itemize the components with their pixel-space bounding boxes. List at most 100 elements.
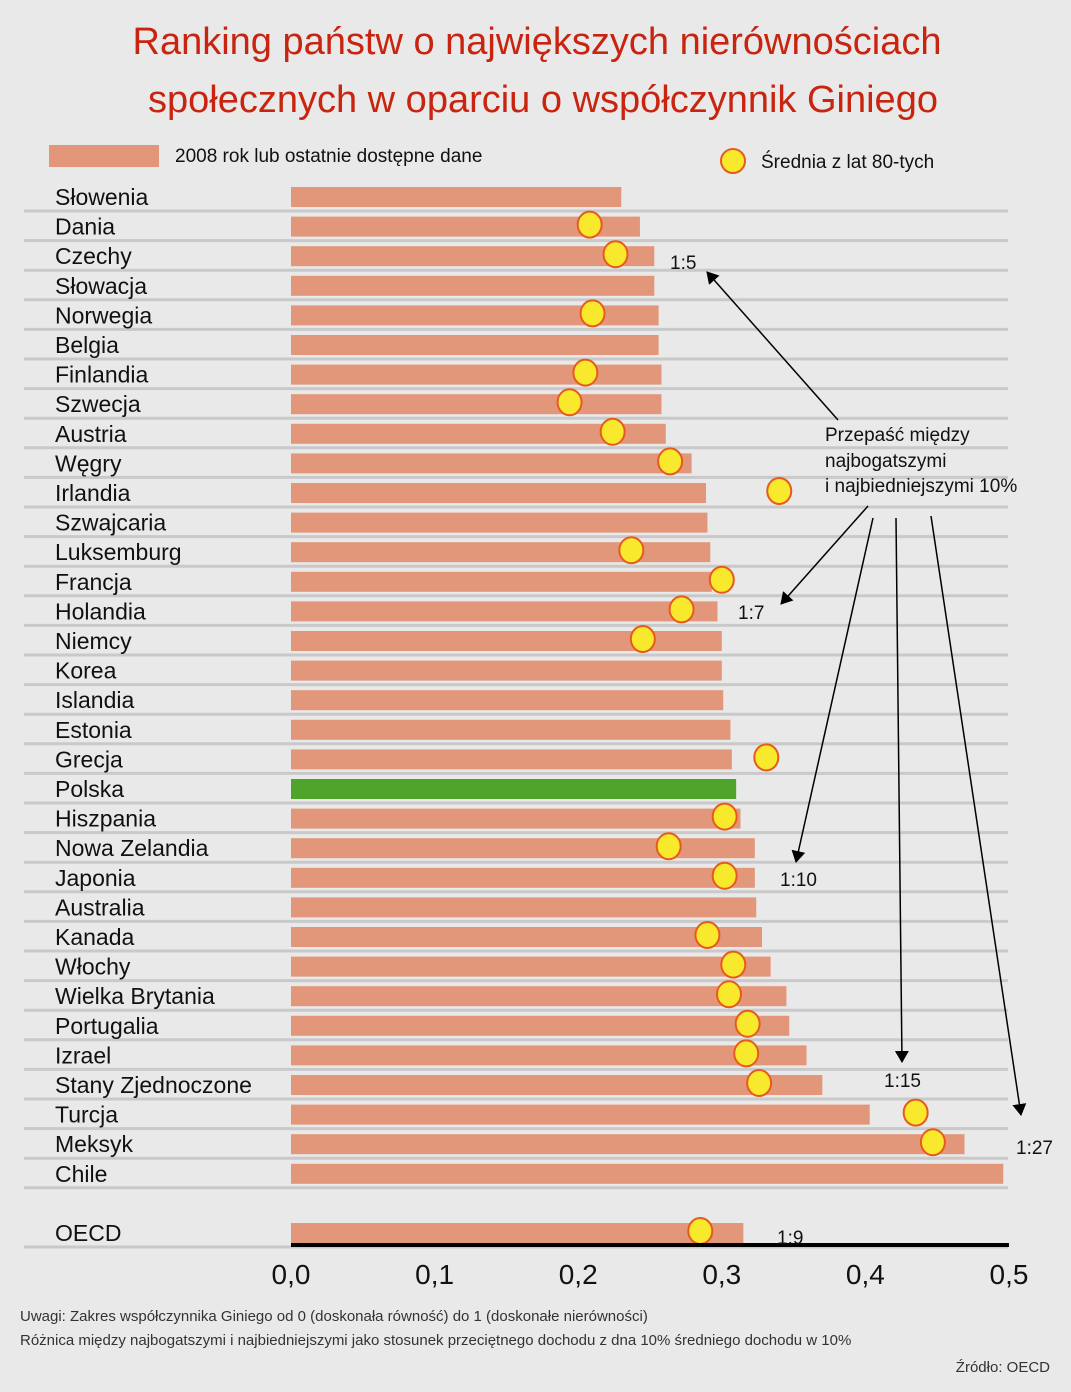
x-tick-label: 0,4: [846, 1259, 885, 1290]
category-label: Estonia: [55, 717, 132, 743]
source-label: Źródło: OECD: [956, 1359, 1050, 1376]
chart-title-line-1: Ranking państw o największych nierównośc…: [133, 21, 942, 63]
category-label: Belgia: [55, 332, 119, 358]
category-label: Włochy: [55, 954, 131, 980]
bar-Wielka Brytania: [291, 986, 787, 1007]
category-label: Czechy: [55, 243, 132, 269]
bar-Węgry: [291, 453, 692, 474]
category-label: Wielka Brytania: [55, 983, 215, 1009]
category-label: Austria: [55, 421, 127, 447]
category-label: Dania: [55, 214, 115, 240]
category-label: OECD: [55, 1220, 121, 1246]
dot-Stany Zjednoczone: [746, 1069, 773, 1097]
bar-OECD: [291, 1223, 744, 1243]
bar-Stany Zjednoczone: [291, 1075, 823, 1095]
bar-Czechy: [291, 246, 655, 267]
bar-Portugalia: [291, 1015, 790, 1036]
category-label: Hiszpania: [55, 806, 156, 832]
dot-Kanada: [694, 921, 721, 949]
arrow-1-5: [706, 271, 839, 421]
category-label: Polska: [55, 776, 124, 802]
dot-Nowa Zelandia: [655, 832, 682, 861]
legend-bar-label: 2008 rok lub ostatnie dostępne dane: [175, 146, 482, 167]
ratio-label: 1:27: [1016, 1138, 1053, 1159]
category-label: Chile: [55, 1161, 107, 1187]
dot-Holandia: [668, 595, 695, 624]
annotation-line-1: Przepaść między: [825, 425, 970, 446]
dot-Francja: [708, 565, 735, 594]
bar-Belgia: [291, 335, 659, 355]
category-label: Korea: [55, 658, 117, 684]
bar-Kanada: [291, 927, 763, 947]
dot-Czechy: [602, 240, 629, 269]
dot-Austria: [599, 417, 626, 446]
arrow-1-27: [930, 515, 1027, 1116]
bar-Chile: [291, 1163, 1004, 1184]
ratio-label: 1:9: [777, 1228, 803, 1249]
legend-dot-label: Średnia z lat 80-tych: [761, 151, 934, 173]
dot-Turcja: [902, 1098, 929, 1127]
category-label: Kanada: [55, 924, 135, 950]
dot-Portugalia: [734, 1009, 761, 1038]
category-label: Słowacja: [55, 273, 147, 299]
ratio-label: 1:5: [670, 253, 696, 274]
bar-Meksyk: [291, 1134, 965, 1155]
legend-bar-swatch: [49, 145, 159, 167]
dot-Irlandia: [766, 477, 793, 505]
category-label: Luksemburg: [55, 539, 182, 565]
bar-Szwecja: [291, 394, 662, 415]
bar-Australia: [291, 897, 757, 918]
bar-Grecja: [291, 749, 732, 770]
arrow-1-10: [791, 517, 874, 863]
x-tick-label: 0,5: [990, 1259, 1029, 1290]
category-label: Japonia: [55, 865, 136, 891]
dot-Japonia: [711, 861, 738, 890]
category-label: Izrael: [55, 1042, 111, 1068]
category-label: Holandia: [55, 598, 146, 624]
x-tick-label: 0,2: [559, 1259, 598, 1290]
category-label: Finlandia: [55, 362, 149, 388]
dot-Wielka Brytania: [715, 980, 742, 1009]
dot-Szwecja: [556, 388, 583, 417]
x-tick-label: 0,1: [415, 1259, 454, 1290]
bar-Słowenia: [291, 187, 622, 207]
category-label: Portugalia: [55, 1013, 159, 1039]
category-label: Australia: [55, 894, 145, 920]
bar-Austria: [291, 423, 666, 444]
dot-Norwegia: [579, 299, 606, 328]
category-label: Stany Zjednoczone: [55, 1072, 252, 1098]
annotation-arrows: [706, 271, 1027, 1116]
note-line-1: Uwagi: Zakres współczynnika Giniego od 0…: [20, 1308, 648, 1325]
x-tick-label: 0,3: [702, 1259, 741, 1290]
bar-Finlandia: [291, 364, 662, 385]
bar-Holandia: [291, 601, 718, 622]
bar-Słowacja: [291, 275, 655, 296]
dot-Dania: [576, 210, 603, 239]
bar-Korea: [291, 660, 722, 681]
bar-Dania: [291, 216, 640, 237]
category-label: Francja: [55, 569, 132, 595]
bar-Norwegia: [291, 305, 659, 326]
dot-Meksyk: [919, 1128, 946, 1157]
annotation-line-2: najbogatszymi: [825, 451, 946, 472]
dot-Finlandia: [572, 358, 599, 387]
bar-Szwajcaria: [291, 512, 708, 533]
bar-Francja: [291, 571, 712, 592]
category-label: Szwajcaria: [55, 510, 166, 536]
category-label: Norwegia: [55, 302, 152, 328]
category-label: Turcja: [55, 1102, 118, 1128]
annotation-line-3: i najbiedniejszymi 10%: [825, 476, 1017, 497]
ratio-label: 1:10: [780, 870, 817, 891]
bar-Polska: [291, 779, 737, 799]
category-label: Islandia: [55, 687, 134, 713]
bar-Japonia: [291, 867, 755, 888]
dot-Hiszpania: [711, 802, 738, 831]
dot-Izrael: [733, 1039, 760, 1068]
dot-Włochy: [720, 950, 747, 979]
arrow-1-7: [780, 505, 869, 605]
arrow-1-15: [894, 517, 909, 1063]
dot-OECD: [687, 1217, 714, 1245]
note-line-2: Różnica między najbogatszymi i najbiedni…: [20, 1332, 851, 1349]
category-label: Niemcy: [55, 628, 132, 654]
